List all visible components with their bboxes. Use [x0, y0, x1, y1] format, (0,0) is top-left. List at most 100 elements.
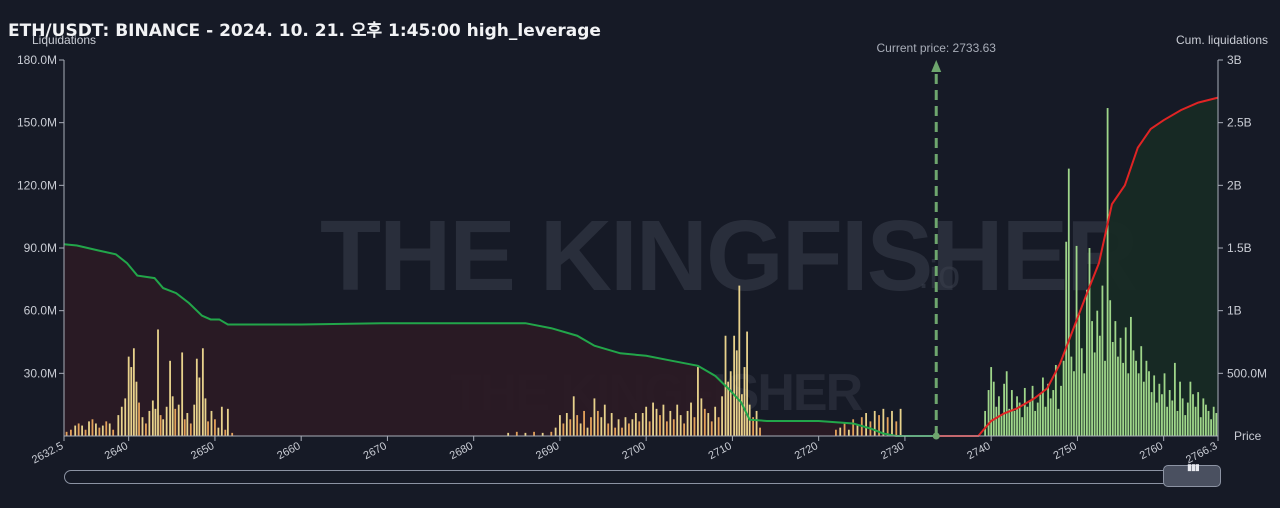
liquidation-bar[interactable]: [124, 398, 127, 436]
liquidation-bar[interactable]: [214, 419, 216, 436]
liquidation-bar[interactable]: [1161, 394, 1163, 436]
liquidation-bar[interactable]: [1096, 310, 1099, 436]
liquidation-bar[interactable]: [181, 352, 184, 436]
liquidation-bar[interactable]: [886, 417, 889, 436]
liquidation-bar[interactable]: [189, 423, 192, 436]
liquidation-bar[interactable]: [1114, 321, 1117, 436]
liquidation-bar[interactable]: [1176, 410, 1179, 436]
liquidation-bar[interactable]: [1062, 360, 1065, 436]
liquidation-bar[interactable]: [610, 413, 613, 436]
liquidation-bar[interactable]: [141, 417, 144, 436]
liquidation-bar[interactable]: [559, 415, 561, 436]
liquidation-bar[interactable]: [1158, 383, 1161, 436]
liquidation-bar[interactable]: [617, 419, 620, 436]
liquidation-bar[interactable]: [655, 408, 658, 436]
liquidation-bar[interactable]: [151, 400, 154, 436]
liquidation-bar[interactable]: [1078, 314, 1081, 436]
liquidation-bar[interactable]: [204, 398, 207, 436]
liquidation-bar[interactable]: [77, 423, 80, 436]
liquidation-bar[interactable]: [1029, 400, 1031, 436]
liquidation-bar[interactable]: [624, 417, 627, 436]
liquidation-bar[interactable]: [665, 421, 668, 436]
liquidation-bar[interactable]: [614, 427, 617, 436]
liquidation-bar[interactable]: [746, 331, 748, 436]
liquidation-bar[interactable]: [69, 429, 72, 436]
grip-icon[interactable]: ▮▮▮: [1187, 462, 1200, 472]
liquidation-bar[interactable]: [1171, 400, 1174, 436]
liquidation-bar[interactable]: [693, 417, 696, 436]
liquidation-bar[interactable]: [1098, 335, 1101, 436]
liquidation-bar[interactable]: [899, 408, 902, 436]
liquidation-bar[interactable]: [84, 429, 87, 436]
liquidation-bar[interactable]: [738, 285, 741, 436]
liquidation-bar[interactable]: [201, 348, 204, 436]
liquidation-bar[interactable]: [1000, 415, 1003, 436]
liquidation-bar[interactable]: [984, 410, 987, 436]
liquidation-bar[interactable]: [91, 419, 94, 436]
liquidation-bar[interactable]: [1168, 390, 1171, 436]
liquidation-bar[interactable]: [759, 427, 761, 436]
liquidation-bar[interactable]: [576, 415, 579, 436]
liquidation-bar[interactable]: [741, 394, 743, 436]
liquidation-bar[interactable]: [1179, 381, 1181, 436]
liquidation-bar[interactable]: [843, 423, 846, 436]
liquidation-bar[interactable]: [1122, 362, 1125, 436]
liquidation-bar[interactable]: [1215, 413, 1218, 436]
liquidation-bar[interactable]: [515, 431, 518, 436]
liquidation-bar[interactable]: [145, 423, 147, 436]
liquidation-bar[interactable]: [101, 425, 104, 436]
liquidation-bar[interactable]: [198, 377, 201, 436]
liquidation-bar[interactable]: [162, 419, 165, 436]
liquidation-bar[interactable]: [600, 417, 603, 436]
liquidation-bar[interactable]: [1124, 327, 1127, 436]
liquidation-bar[interactable]: [186, 413, 189, 436]
liquidation-bar[interactable]: [621, 427, 623, 436]
liquidation-bar[interactable]: [231, 432, 234, 436]
liquidation-bar[interactable]: [554, 427, 557, 436]
range-scrollbar[interactable]: [64, 470, 1220, 484]
liquidation-bar[interactable]: [729, 371, 732, 436]
liquidation-bar[interactable]: [1205, 404, 1207, 436]
liquidation-bar[interactable]: [95, 423, 97, 436]
liquidation-bar[interactable]: [721, 396, 723, 436]
liquidation-bar[interactable]: [572, 396, 575, 436]
liquidation-bar[interactable]: [1199, 417, 1202, 436]
liquidation-bar[interactable]: [1186, 402, 1189, 436]
liquidation-bar[interactable]: [1093, 352, 1096, 436]
liquidation-bar[interactable]: [1148, 371, 1150, 436]
liquidation-bar[interactable]: [117, 415, 120, 436]
liquidation-bar[interactable]: [648, 421, 651, 436]
liquidation-bar[interactable]: [676, 404, 679, 436]
liquidation-bar[interactable]: [74, 425, 77, 436]
liquidation-bar[interactable]: [990, 367, 993, 436]
liquidation-bar[interactable]: [579, 423, 582, 436]
liquidation-bar[interactable]: [177, 404, 180, 436]
liquidation-bar[interactable]: [1073, 371, 1075, 436]
liquidation-bar[interactable]: [127, 356, 130, 436]
liquidation-bar[interactable]: [1042, 377, 1044, 436]
liquidation-bar[interactable]: [1155, 402, 1158, 436]
liquidation-bar[interactable]: [628, 423, 630, 436]
liquidation-bar[interactable]: [1018, 402, 1021, 436]
liquidation-bar[interactable]: [193, 404, 196, 436]
liquidation-bar[interactable]: [1070, 356, 1073, 436]
liquidation-bar[interactable]: [1189, 381, 1192, 436]
liquidation-bar[interactable]: [1054, 364, 1057, 436]
liquidation-bar[interactable]: [735, 350, 738, 436]
liquidation-bar[interactable]: [159, 415, 162, 436]
liquidation-bar[interactable]: [569, 419, 572, 436]
liquidation-bar[interactable]: [700, 398, 703, 436]
range-scroll-thumb[interactable]: [1163, 465, 1221, 487]
liquidation-bar[interactable]: [1109, 300, 1112, 436]
liquidation-bar[interactable]: [226, 408, 229, 436]
liquidation-bar[interactable]: [586, 427, 589, 436]
liquidation-bar[interactable]: [195, 358, 198, 436]
liquidation-bar[interactable]: [995, 406, 998, 436]
liquidation-bar[interactable]: [507, 432, 510, 436]
liquidation-bar[interactable]: [1210, 419, 1213, 436]
liquidation-bar[interactable]: [634, 413, 637, 436]
liquidation-bar[interactable]: [878, 415, 880, 436]
liquidation-bar[interactable]: [135, 381, 138, 436]
liquidation-bar[interactable]: [157, 329, 159, 436]
liquidation-bar[interactable]: [1117, 356, 1119, 436]
